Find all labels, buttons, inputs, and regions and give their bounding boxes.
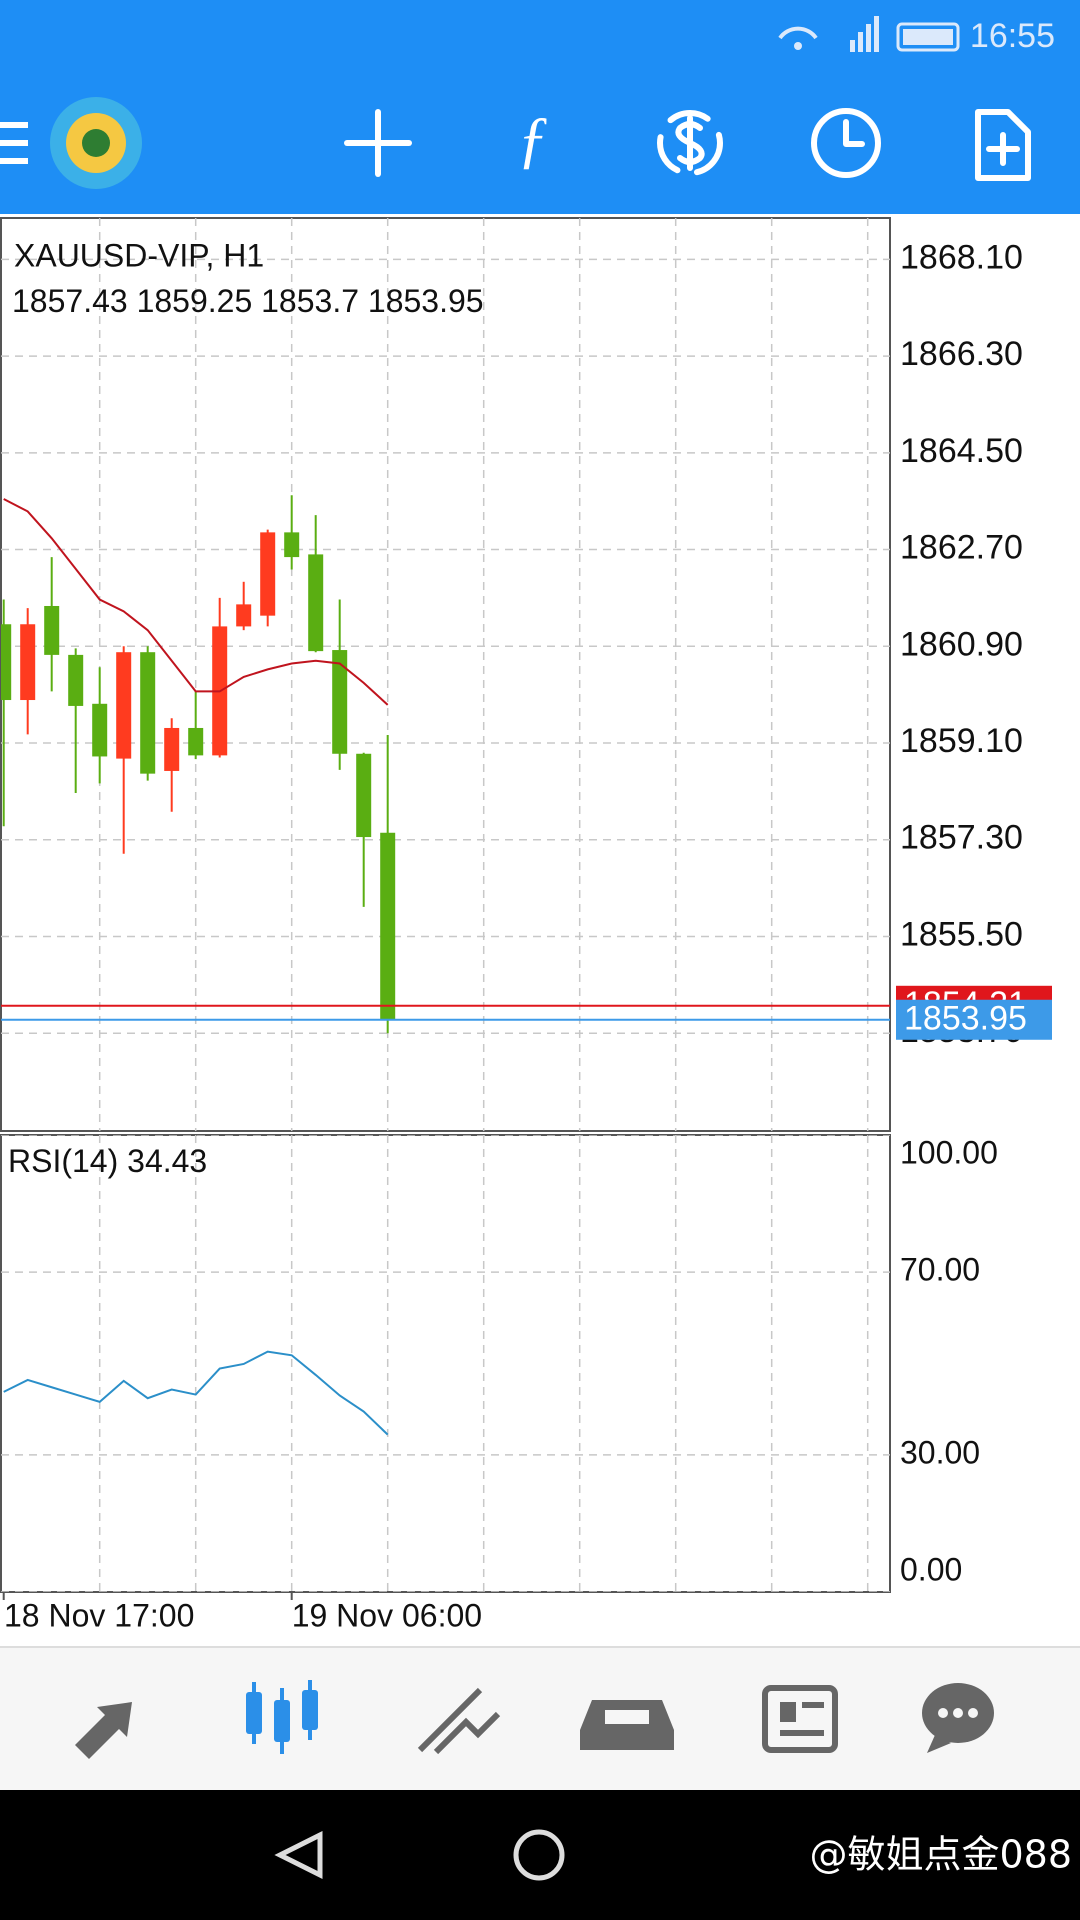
y-tick-label: 1868.10 <box>900 238 1023 276</box>
price-panel <box>0 217 891 1132</box>
back-button[interactable] <box>274 1830 323 1880</box>
bid-label-box <box>896 999 1052 1040</box>
candle-body <box>20 624 36 701</box>
y-tick-label: 1857.30 <box>900 819 1023 857</box>
news-tab[interactable] <box>762 1685 838 1753</box>
symbol-title: XAUUSD-VIP, H1 <box>14 237 264 273</box>
y-tick-label: 30.00 <box>900 1434 980 1470</box>
status-time: 16:55 <box>970 17 1055 55</box>
y-tick-label: 1855.50 <box>900 915 1023 953</box>
bid-label: 1853.95 <box>904 1000 1027 1038</box>
candle-body <box>236 604 252 627</box>
high-value: 1859.25 <box>137 283 253 319</box>
rsi-line <box>3 1350 389 1436</box>
candle-body <box>356 753 372 838</box>
rsi-title: RSI(14) 34.43 <box>8 1143 207 1179</box>
new-order-button[interactable] <box>975 109 1031 181</box>
app-logo[interactable] <box>50 97 142 189</box>
system-nav <box>0 1790 1080 1920</box>
trade-button[interactable] <box>657 110 723 176</box>
app-bar <box>0 0 1080 214</box>
candle-body <box>1 624 12 701</box>
crosshair-button[interactable] <box>344 109 412 177</box>
y-tick-label: 1862.70 <box>900 529 1023 567</box>
y-tick-label: 70.00 <box>900 1252 980 1288</box>
x-tick-label: 18 Nov 17:00 <box>4 1597 194 1633</box>
candle-body <box>164 727 180 771</box>
axes: 1868.10 1866.30 1864.50 1862.70 1860.90 1859.… <box>2 238 1052 1633</box>
trade-tab[interactable] <box>417 1687 501 1755</box>
bottom-nav <box>0 1647 1080 1790</box>
menu-button[interactable] <box>0 122 28 164</box>
watermark: @敏姐点金088 <box>809 1833 1072 1877</box>
candle-body <box>284 532 300 558</box>
y-tick-label: 0.00 <box>900 1551 962 1587</box>
rsi-value: 34.43 <box>127 1143 207 1179</box>
history-tab[interactable] <box>580 1700 674 1750</box>
ohlc-readout: 1857.43 1859.25 1853.7 1853.95 <box>12 283 484 319</box>
candle-body <box>140 652 156 774</box>
close-value: 1853.95 <box>368 283 484 319</box>
quotes-tab[interactable] <box>75 1690 145 1759</box>
candle-body <box>188 727 204 756</box>
price-plot <box>1 218 890 1131</box>
candle-body <box>92 703 108 757</box>
rsi-panel <box>0 1134 891 1593</box>
chart-tab[interactable] <box>246 1680 318 1754</box>
x-tick-label: 19 Nov 06:00 <box>292 1597 482 1633</box>
candle-body <box>116 652 132 759</box>
y-tick-label: 1866.30 <box>900 335 1023 373</box>
status-icons <box>778 16 960 52</box>
candle-body <box>308 554 324 652</box>
rsi-name: RSI(14) <box>8 1143 118 1179</box>
rsi-plot <box>1 1135 890 1592</box>
y-tick-label: 100.00 <box>900 1134 998 1170</box>
y-tick-label: 1859.10 <box>900 722 1023 760</box>
chat-tab[interactable] <box>922 1683 994 1753</box>
y-tick-label: 1864.50 <box>900 432 1023 470</box>
low-value: 1853.7 <box>261 283 359 319</box>
candle-body <box>44 605 60 655</box>
y-tick-label: 1860.90 <box>900 625 1023 663</box>
moving-average <box>3 498 389 706</box>
indicators-button[interactable]: ƒ <box>517 104 549 175</box>
history-button[interactable] <box>811 108 881 178</box>
open-value: 1857.43 <box>12 283 128 319</box>
candle-body <box>68 654 84 706</box>
candle-body <box>332 650 348 754</box>
candle-body <box>260 532 276 616</box>
home-button[interactable] <box>513 1829 565 1881</box>
candle-body <box>380 832 396 1020</box>
